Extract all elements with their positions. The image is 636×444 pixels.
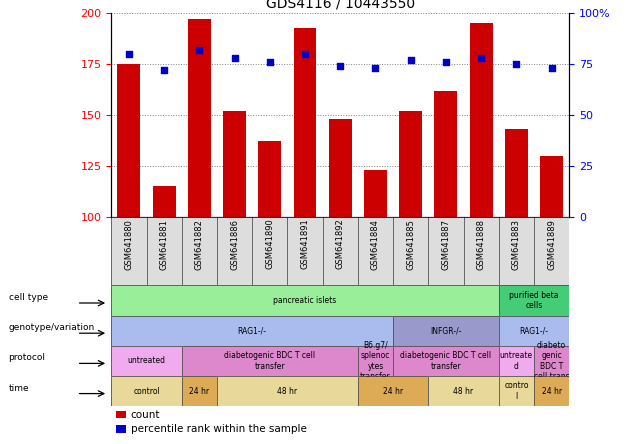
Bar (399, 111, 422, 217)
Bar (258, 142, 281, 217)
Bar (153, 186, 176, 217)
Text: time: time (9, 384, 29, 392)
Text: 24 hr: 24 hr (383, 387, 403, 396)
Text: cell type: cell type (9, 293, 48, 302)
Point (124, 51, 134, 58)
Text: GSM641885: GSM641885 (406, 219, 415, 270)
Text: untreate
d: untreate d (500, 351, 533, 371)
Bar (364, 170, 387, 217)
Point (441, 59, 451, 66)
Text: percentile rank within the sample: percentile rank within the sample (130, 424, 307, 434)
Bar (223, 111, 246, 217)
Text: 48 hr: 48 hr (277, 387, 298, 396)
Text: purified beta
cells: purified beta cells (509, 291, 559, 310)
Point (265, 59, 275, 66)
Point (511, 61, 522, 68)
Point (406, 56, 416, 63)
Point (370, 65, 380, 72)
Bar (470, 24, 493, 217)
Bar (116, 425, 126, 432)
Text: RAG1-/-: RAG1-/- (238, 326, 266, 335)
Text: 24 hr: 24 hr (541, 387, 562, 396)
Point (546, 65, 556, 72)
Text: untreated: untreated (128, 357, 165, 365)
Text: GSM641888: GSM641888 (476, 219, 486, 270)
Bar (294, 28, 317, 217)
Point (230, 55, 240, 62)
Point (335, 63, 345, 70)
Title: GDS4116 / 10443550: GDS4116 / 10443550 (266, 0, 415, 11)
Text: diabetogenic BDC T cell
transfer: diabetogenic BDC T cell transfer (401, 351, 492, 371)
Text: diabeto
genic
BDC T
cell trans: diabeto genic BDC T cell trans (534, 341, 569, 381)
Text: control: control (133, 387, 160, 396)
Text: genotype/variation: genotype/variation (9, 323, 95, 332)
Bar (434, 91, 457, 217)
Point (159, 67, 169, 74)
Text: pancreatic islets: pancreatic islets (273, 296, 336, 305)
Text: protocol: protocol (9, 353, 46, 362)
Text: GSM641889: GSM641889 (547, 219, 556, 270)
Bar (540, 156, 563, 217)
Text: GSM641892: GSM641892 (336, 219, 345, 270)
Bar (116, 411, 126, 418)
Text: GSM641891: GSM641891 (301, 219, 310, 270)
Text: 24 hr: 24 hr (190, 387, 209, 396)
Text: GSM641886: GSM641886 (230, 219, 239, 270)
Point (476, 55, 487, 62)
Bar (118, 64, 141, 217)
Point (300, 51, 310, 58)
Text: GSM641881: GSM641881 (160, 219, 169, 270)
Text: GSM641890: GSM641890 (265, 219, 274, 270)
Text: count: count (130, 409, 160, 420)
Text: GSM641884: GSM641884 (371, 219, 380, 270)
Bar (505, 129, 528, 217)
Text: GSM641880: GSM641880 (125, 219, 134, 270)
Text: 48 hr: 48 hr (453, 387, 474, 396)
Text: B6.g7/
splenoc
ytes
transfer: B6.g7/ splenoc ytes transfer (360, 341, 391, 381)
Bar (329, 119, 352, 217)
Text: diabetogenic BDC T cell
transfer: diabetogenic BDC T cell transfer (225, 351, 315, 371)
Point (194, 46, 204, 53)
Bar (188, 20, 211, 217)
Text: contro
l: contro l (504, 381, 529, 401)
Text: GSM641882: GSM641882 (195, 219, 204, 270)
Text: RAG1-/-: RAG1-/- (520, 326, 548, 335)
Text: GSM641883: GSM641883 (512, 219, 521, 270)
Text: GSM641887: GSM641887 (441, 219, 450, 270)
Text: INFGR-/-: INFGR-/- (430, 326, 462, 335)
